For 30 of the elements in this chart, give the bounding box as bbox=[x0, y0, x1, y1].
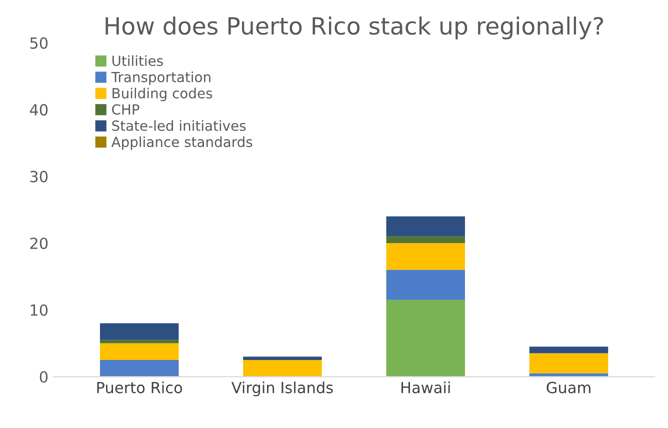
bar bbox=[386, 300, 465, 377]
y-tick-label: 30 bbox=[30, 170, 48, 182]
bar bbox=[386, 270, 465, 300]
bar bbox=[100, 323, 179, 340]
y-tick-label: 10 bbox=[30, 304, 48, 316]
legend-label: Building codes bbox=[112, 88, 212, 102]
y-tick-label: 40 bbox=[30, 104, 48, 116]
bar bbox=[386, 243, 465, 270]
y-tick-label: 50 bbox=[30, 37, 48, 49]
bar bbox=[100, 343, 179, 360]
bar bbox=[243, 356, 322, 360]
y-tick-label: 20 bbox=[30, 238, 48, 250]
bar bbox=[529, 346, 608, 354]
legend-label: CHP bbox=[112, 104, 140, 115]
legend-label: Appliance standards bbox=[111, 136, 252, 150]
bar bbox=[100, 360, 179, 377]
x-tick-label: Virgin Islands bbox=[231, 382, 333, 396]
bar bbox=[529, 353, 608, 374]
x-tick-label: Puerto Rico bbox=[97, 382, 182, 394]
legend-label: Transportation bbox=[111, 72, 210, 85]
bar bbox=[100, 340, 179, 344]
legend-label: Utilities bbox=[112, 55, 163, 66]
chart-title: How does Puerto Rico stack up regionally? bbox=[106, 16, 604, 40]
x-tick-label: Hawaii bbox=[402, 382, 450, 394]
legend-label: State-led initiatives bbox=[112, 120, 246, 131]
bar bbox=[243, 360, 322, 377]
bar bbox=[386, 216, 465, 236]
x-tick-label: Guam bbox=[546, 382, 590, 394]
y-tick-label: 0 bbox=[40, 371, 48, 383]
bar bbox=[386, 236, 465, 244]
